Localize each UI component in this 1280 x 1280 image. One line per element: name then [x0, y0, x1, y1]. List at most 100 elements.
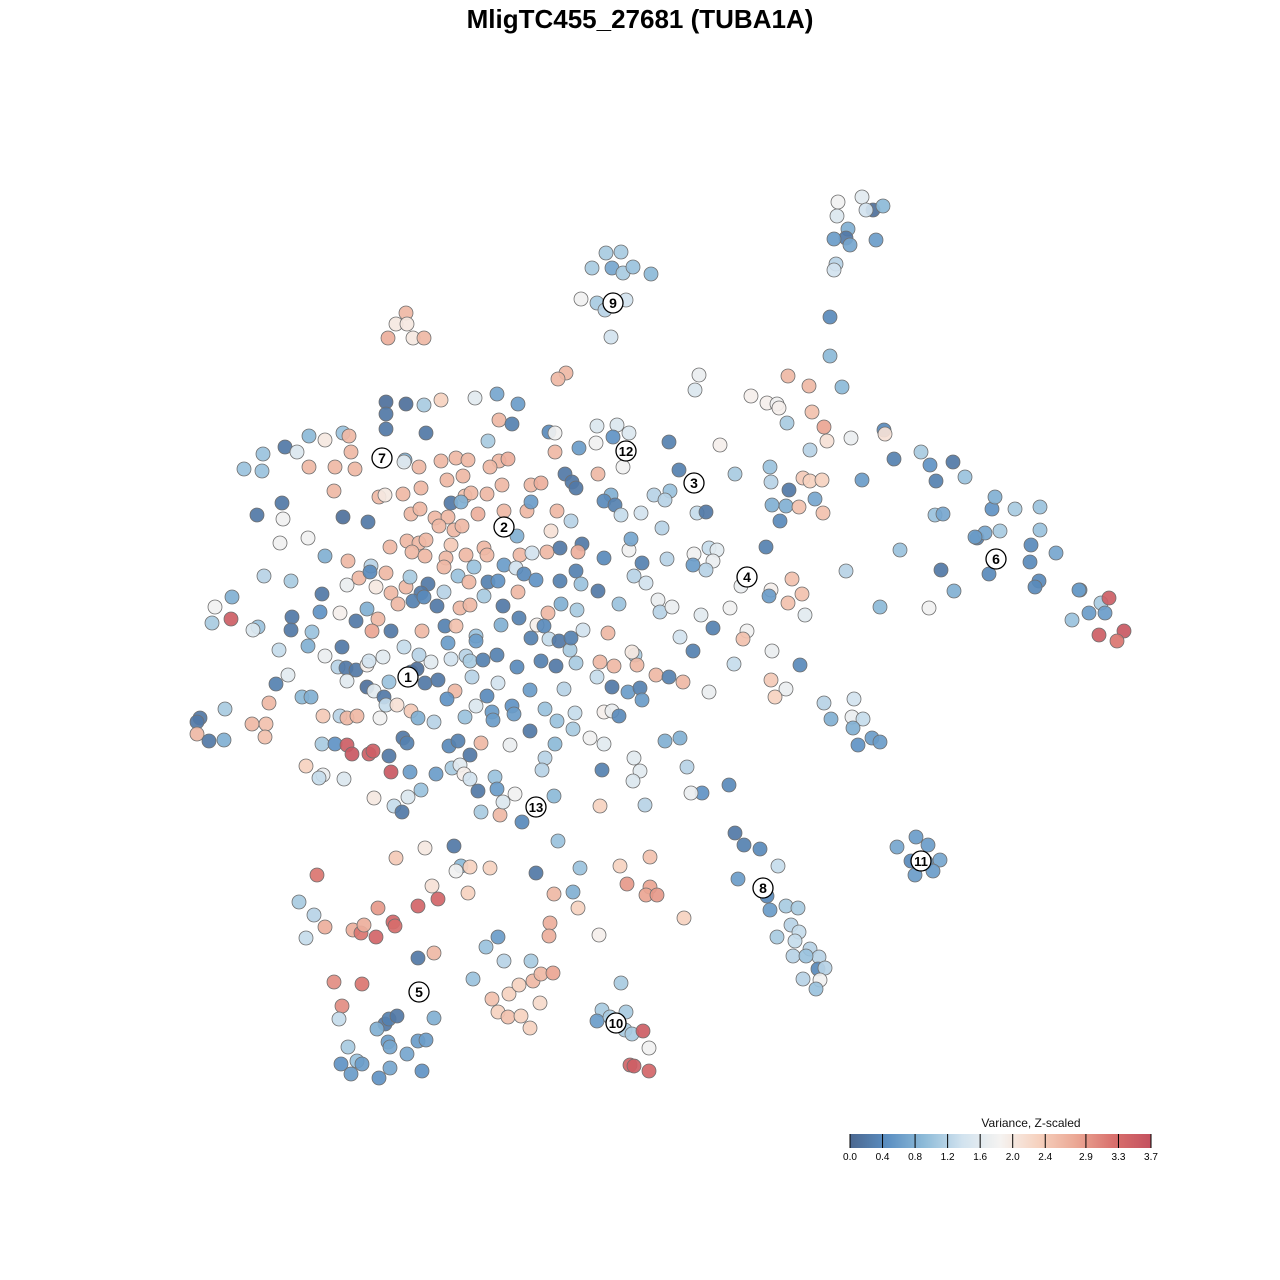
cluster-label: 6	[985, 548, 1007, 570]
data-point	[584, 260, 600, 276]
data-point	[649, 887, 665, 903]
data-point	[604, 679, 620, 695]
data-point	[568, 563, 584, 579]
data-point	[443, 537, 459, 553]
data-point	[439, 691, 455, 707]
data-point	[542, 915, 558, 931]
data-point	[546, 886, 562, 902]
legend-tick-label: 2.4	[1038, 1152, 1052, 1163]
data-point	[433, 392, 449, 408]
data-point	[491, 412, 507, 428]
data-point	[436, 559, 452, 575]
data-point	[465, 971, 481, 987]
data-point	[567, 705, 583, 721]
data-point	[1071, 582, 1087, 598]
data-point	[450, 733, 466, 749]
data-point	[255, 446, 271, 462]
data-point	[336, 771, 352, 787]
data-point	[802, 442, 818, 458]
data-point	[661, 434, 677, 450]
data-point	[781, 482, 797, 498]
legend-title: Variance, Z-scaled	[981, 1116, 1080, 1130]
data-point	[913, 444, 929, 460]
data-point	[275, 511, 291, 527]
data-point	[317, 432, 333, 448]
data-point	[495, 794, 511, 810]
data-point	[792, 657, 808, 673]
data-point	[482, 459, 498, 475]
cluster-label-text: 13	[529, 800, 543, 815]
data-point	[344, 746, 360, 762]
cluster-label-badge	[493, 516, 515, 538]
data-point	[301, 428, 317, 444]
data-point	[1097, 605, 1113, 621]
data-point	[643, 266, 659, 282]
data-point	[207, 599, 223, 615]
data-point	[411, 459, 427, 475]
data-point	[354, 976, 370, 992]
data-point	[291, 894, 307, 910]
data-point	[568, 480, 584, 496]
data-point	[634, 692, 650, 708]
data-point	[339, 673, 355, 689]
data-point	[872, 599, 888, 615]
data-point	[855, 711, 871, 727]
data-point	[920, 837, 936, 853]
data-point	[591, 927, 607, 943]
data-point	[626, 1058, 642, 1074]
data-point	[426, 714, 442, 730]
data-point	[396, 639, 412, 655]
data-point	[598, 245, 614, 261]
data-point	[454, 518, 470, 534]
data-point	[541, 928, 557, 944]
data-point	[1032, 522, 1048, 538]
cluster-label-text: 11	[914, 854, 928, 869]
data-point	[414, 1063, 430, 1079]
cluster-label-badge	[985, 548, 1007, 570]
data-point	[780, 368, 796, 384]
data-point	[317, 548, 333, 564]
cluster-label-badge	[605, 1012, 627, 1034]
data-point	[572, 860, 588, 876]
data-point	[314, 736, 330, 752]
data-point	[400, 789, 416, 805]
data-point	[675, 674, 691, 690]
data-point	[380, 330, 396, 346]
data-point	[967, 529, 983, 545]
legend-tick-label: 2.9	[1079, 1152, 1093, 1163]
data-point	[672, 730, 688, 746]
data-point	[1048, 545, 1064, 561]
data-point	[619, 876, 635, 892]
data-point	[795, 971, 811, 987]
data-point	[705, 620, 721, 636]
cluster-label-text: 1	[404, 669, 412, 685]
data-point	[834, 379, 850, 395]
data-point	[547, 736, 563, 752]
data-point	[470, 506, 486, 522]
data-point	[513, 1008, 529, 1024]
data-point	[416, 330, 432, 346]
legend-tick-label: 0.8	[908, 1152, 922, 1163]
data-point	[761, 588, 777, 604]
data-point	[549, 503, 565, 519]
data-point	[822, 348, 838, 364]
data-point	[771, 400, 787, 416]
data-point	[767, 689, 783, 705]
data-point	[522, 682, 538, 698]
data-point	[399, 316, 415, 332]
data-point	[490, 573, 506, 589]
data-point	[1109, 633, 1125, 649]
data-point	[522, 1020, 538, 1036]
data-point	[383, 764, 399, 780]
data-point	[453, 494, 469, 510]
data-point	[889, 839, 905, 855]
data-point	[565, 884, 581, 900]
data-point	[594, 762, 610, 778]
data-point	[370, 611, 386, 627]
data-point	[685, 557, 701, 573]
data-point	[413, 480, 429, 496]
data-point	[816, 695, 832, 711]
data-point	[1032, 499, 1048, 515]
data-point	[798, 948, 814, 964]
data-point	[428, 766, 444, 782]
